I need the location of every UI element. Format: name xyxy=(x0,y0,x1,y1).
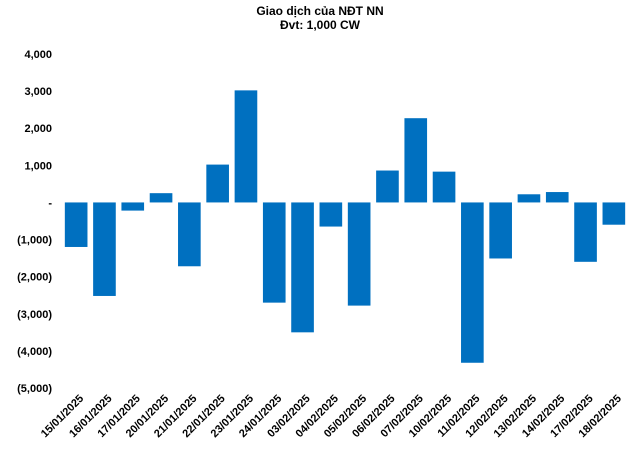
bar xyxy=(347,202,371,306)
bar xyxy=(121,202,145,211)
bar xyxy=(461,202,484,363)
bar xyxy=(432,171,456,203)
bar xyxy=(93,202,116,296)
bar xyxy=(517,194,541,203)
bar xyxy=(545,192,569,203)
bar xyxy=(262,202,286,303)
bar xyxy=(149,193,173,203)
chart-title: Giao dịch của NĐT NN xyxy=(256,4,384,18)
y-tick-label: 3,000 xyxy=(24,86,52,98)
bar xyxy=(234,90,258,203)
bar xyxy=(178,202,201,267)
y-tick-label: 2,000 xyxy=(24,123,52,135)
bar xyxy=(602,202,626,225)
y-tick-label: (3,000) xyxy=(17,309,52,321)
chart-subtitle: Đvt: 1,000 CW xyxy=(279,18,361,32)
bar xyxy=(404,118,428,203)
y-tick-label: 4,000 xyxy=(24,49,52,61)
y-tick-label: (2,000) xyxy=(17,272,52,284)
bar xyxy=(291,202,314,333)
bar xyxy=(489,202,512,259)
y-tick-label: (5,000) xyxy=(17,383,52,395)
y-tick-label: 1,000 xyxy=(24,160,52,172)
y-tick-label: - xyxy=(48,197,52,209)
bar xyxy=(574,202,597,262)
bar xyxy=(319,202,343,227)
bar xyxy=(376,170,399,203)
bar xyxy=(64,202,88,247)
y-tick-label: (4,000) xyxy=(17,346,52,358)
bar xyxy=(206,164,229,203)
y-tick-label: (1,000) xyxy=(17,235,52,247)
